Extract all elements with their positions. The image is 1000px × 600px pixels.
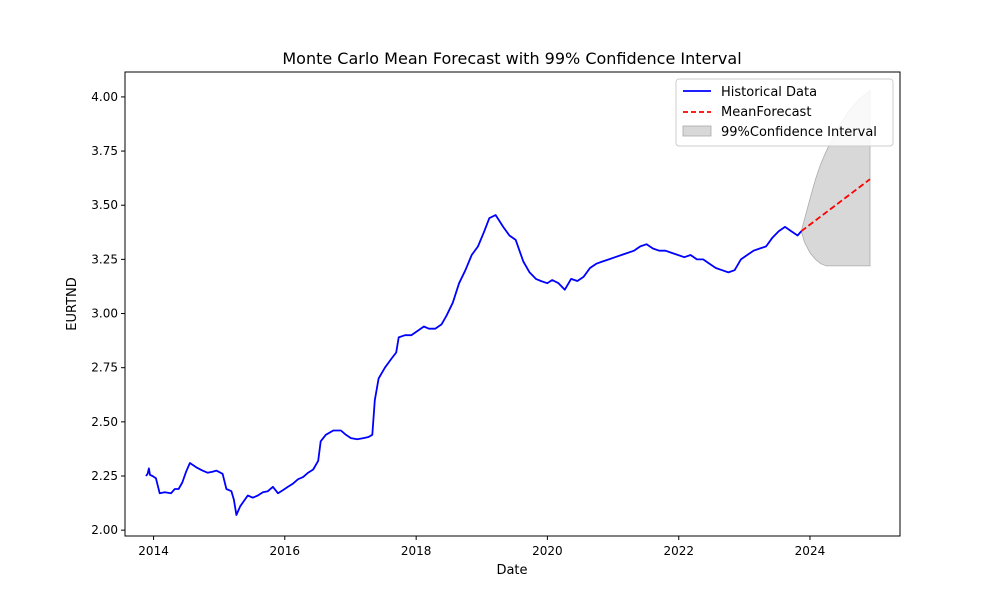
chart-title: Monte Carlo Mean Forecast with 99% Confi… <box>282 49 741 68</box>
y-tick-label: 4.00 <box>91 90 118 104</box>
x-tick-label: 2020 <box>532 544 563 558</box>
mean-forecast-line <box>800 178 871 232</box>
legend: Historical Data MeanForecast 99%Confiden… <box>675 78 894 147</box>
x-tick-label: 2018 <box>401 544 432 558</box>
y-tick-label: 2.00 <box>91 523 118 537</box>
y-tick-label: 2.50 <box>91 415 118 429</box>
legend-frame <box>675 78 894 147</box>
axes-frame <box>124 71 901 537</box>
y-tick-label: 2.75 <box>91 361 118 375</box>
legend-label-mean-forecast: MeanForecast <box>721 105 811 120</box>
series-line-layer <box>145 178 871 516</box>
x-tick-label: 2022 <box>663 544 694 558</box>
x-tick-label: 2014 <box>138 544 169 558</box>
x-tick-label: 2016 <box>270 544 301 558</box>
y-axis-label: EURTND <box>65 277 80 331</box>
legend-label-historical: Historical Data <box>721 85 817 100</box>
y-tick-label: 3.50 <box>91 198 118 212</box>
historical-data-line <box>145 214 802 516</box>
y-tick-label: 3.25 <box>91 252 118 266</box>
legend-label-confidence-interval: 99%Confidence Interval <box>721 125 877 140</box>
x-tick-label: 2024 <box>795 544 826 558</box>
y-tick-label: 3.75 <box>91 144 118 158</box>
y-tick-label: 3.00 <box>91 307 118 321</box>
x-axis-label: Date <box>496 563 527 578</box>
y-axis: 2.00 2.25 2.50 2.75 3.00 3.25 3.50 3.75 4.00 <box>91 90 125 537</box>
x-axis: 2014 2016 2018 2020 2022 2024 <box>138 536 825 558</box>
legend-swatch-confidence-interval <box>682 125 712 137</box>
y-tick-label: 2.25 <box>91 469 118 483</box>
